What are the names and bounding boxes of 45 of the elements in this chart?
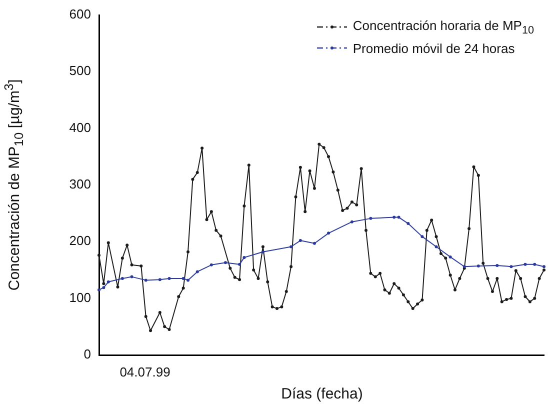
y-tick-label: 400 xyxy=(69,120,91,135)
point xyxy=(98,288,100,292)
y-tick-label: 0 xyxy=(84,346,91,362)
legend-label: Promedio móvil de 24 horas xyxy=(352,40,515,56)
point xyxy=(106,280,110,284)
point xyxy=(392,216,396,219)
point xyxy=(238,262,242,266)
point xyxy=(298,239,302,242)
point xyxy=(312,242,316,245)
point xyxy=(406,222,410,226)
point xyxy=(350,220,354,224)
point xyxy=(434,245,438,248)
point xyxy=(420,235,424,238)
point xyxy=(542,265,546,268)
x-axis-title: Días (fecha) xyxy=(281,386,363,402)
point xyxy=(476,264,480,268)
point xyxy=(524,262,527,266)
legend-label: Concentración horaria de MP$_{10}$ xyxy=(352,18,534,37)
y-tick-label: 100 xyxy=(69,290,91,305)
point xyxy=(397,216,400,219)
point xyxy=(290,245,293,248)
point xyxy=(158,278,162,282)
point xyxy=(168,277,171,280)
y-tick-label: 300 xyxy=(69,176,91,192)
point xyxy=(210,263,213,266)
point xyxy=(242,256,246,260)
point xyxy=(510,265,513,268)
point xyxy=(496,264,499,267)
point xyxy=(196,270,199,274)
point xyxy=(261,250,264,254)
point xyxy=(533,262,536,266)
point xyxy=(224,261,227,264)
y-tick-label: 500 xyxy=(69,63,91,78)
point xyxy=(144,278,148,282)
text: 04.07.99 xyxy=(120,364,170,380)
point xyxy=(120,277,124,280)
point xyxy=(182,277,185,280)
point xyxy=(448,255,452,258)
point xyxy=(130,275,134,278)
point xyxy=(369,216,372,220)
y-tick-label: 600 xyxy=(69,6,91,22)
point xyxy=(327,232,330,235)
point xyxy=(186,278,190,282)
point xyxy=(102,286,106,290)
y-tick-label: 200 xyxy=(69,233,91,248)
